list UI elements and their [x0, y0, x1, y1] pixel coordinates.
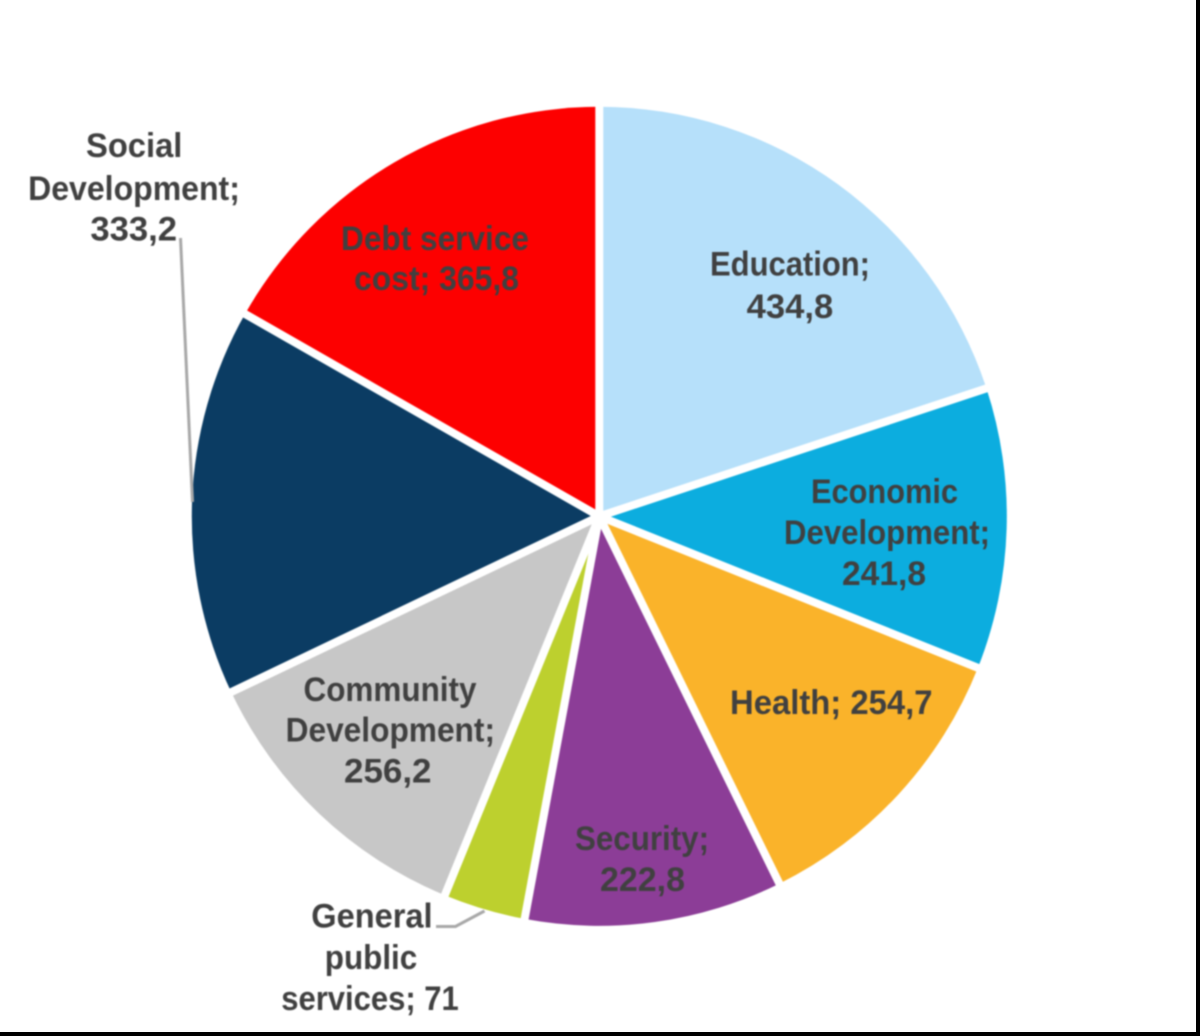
svg-text:Community: Community — [304, 671, 477, 709]
svg-text:256,2: 256,2 — [344, 752, 432, 790]
svg-text:434,8: 434,8 — [747, 288, 834, 326]
svg-text:Development;: Development; — [28, 170, 240, 208]
svg-text:Social: Social — [86, 127, 182, 165]
svg-text:General: General — [311, 898, 432, 936]
svg-text:222,8: 222,8 — [600, 861, 685, 899]
svg-text:Debt service: Debt service — [341, 220, 529, 258]
svg-text:Development;: Development; — [784, 514, 990, 552]
svg-text:cost; 365,8: cost; 365,8 — [354, 260, 519, 298]
svg-text:Security;: Security; — [575, 820, 709, 858]
svg-text:Economic: Economic — [811, 473, 958, 511]
svg-text:Development;: Development; — [286, 712, 495, 750]
svg-text:Health; 254,7: Health; 254,7 — [730, 684, 933, 722]
svg-text:public: public — [325, 939, 418, 977]
svg-text:333,2: 333,2 — [90, 210, 177, 248]
svg-text:241,8: 241,8 — [842, 555, 926, 593]
svg-text:services; 71: services; 71 — [281, 980, 459, 1018]
svg-text:Education;: Education; — [710, 245, 870, 283]
